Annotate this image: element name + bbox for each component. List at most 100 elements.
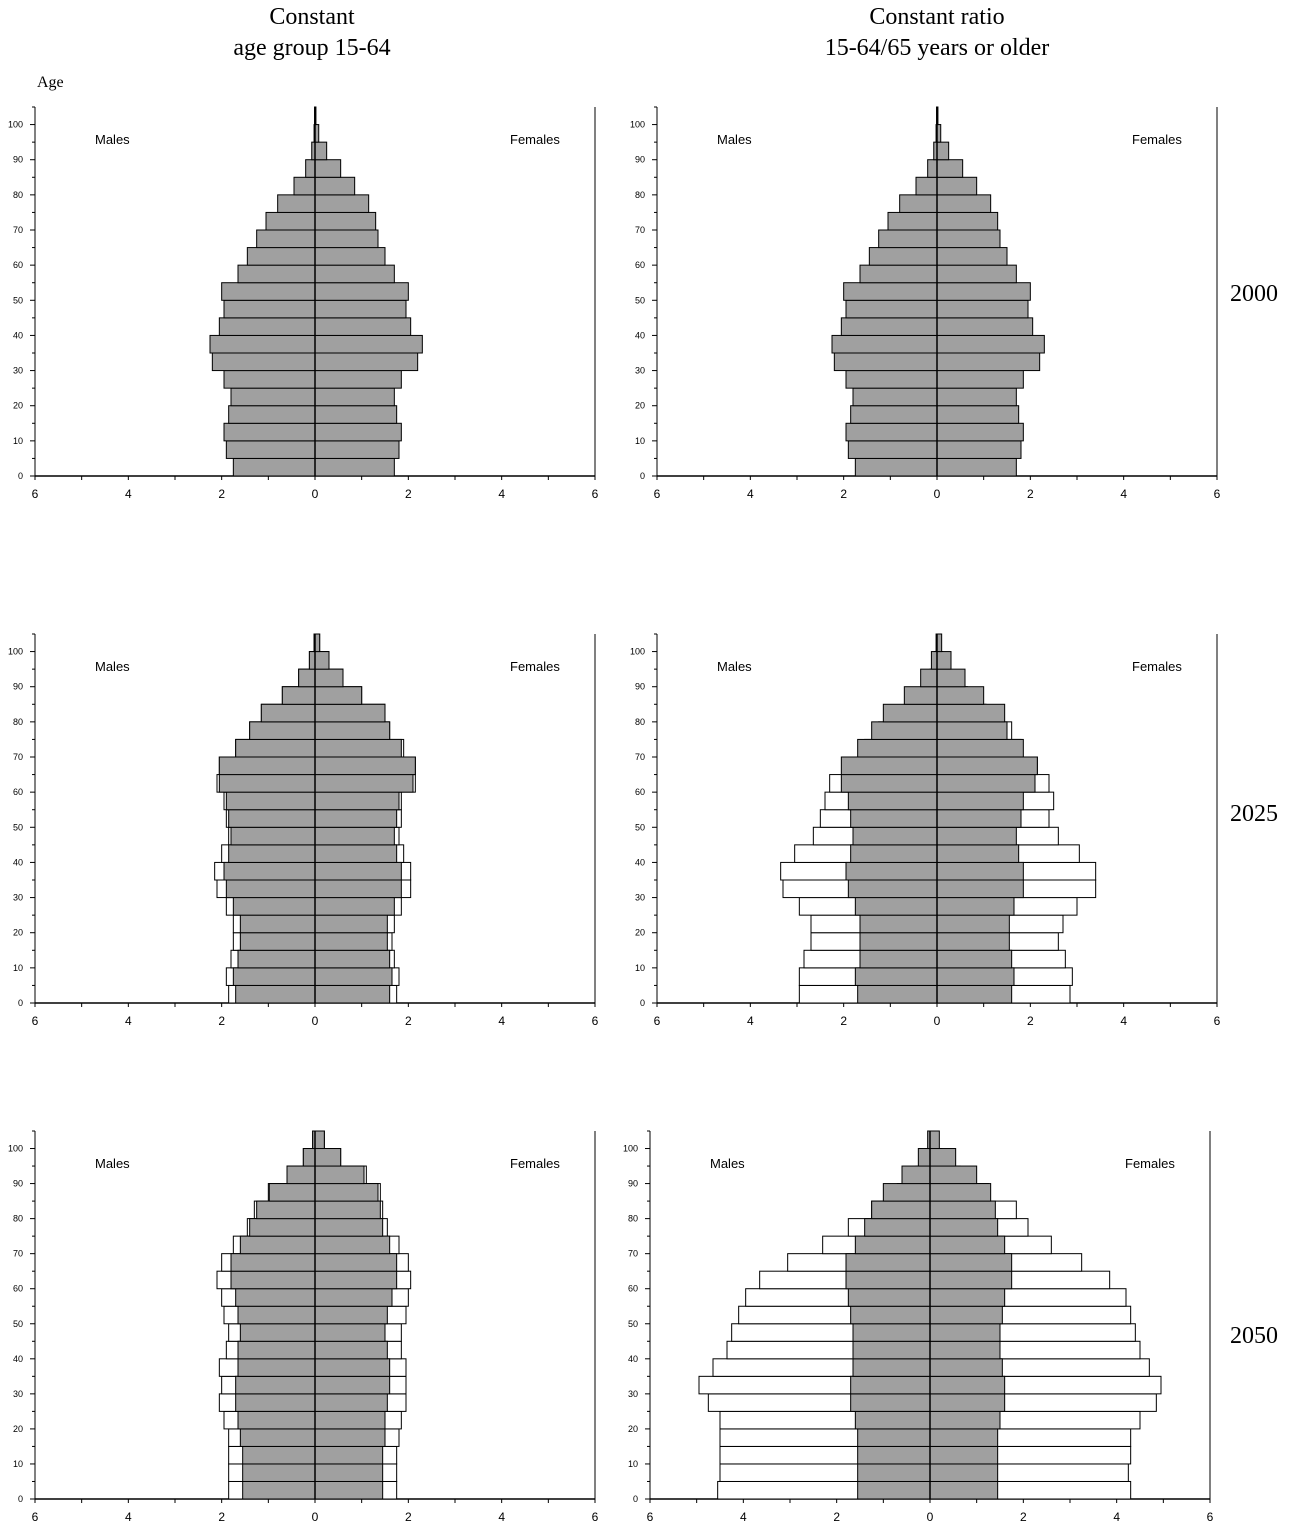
x-tick-label: 2 <box>1027 1014 1034 1028</box>
x-tick-label: 6 <box>592 1510 599 1524</box>
female-bar <box>314 826 395 846</box>
x-tick-label: 4 <box>498 487 505 501</box>
y-tick-label: 20 <box>13 928 23 938</box>
female-bar <box>929 1410 1001 1430</box>
male-bar <box>221 282 316 301</box>
y-tick-label: 50 <box>628 1319 638 1329</box>
male-bar <box>833 352 938 372</box>
female-bar <box>929 1235 1006 1255</box>
male-bar <box>847 1288 931 1307</box>
male-bar <box>845 299 938 319</box>
male-bar <box>218 774 316 793</box>
female-bar <box>314 334 423 354</box>
female-bar <box>314 703 386 723</box>
male-bar <box>859 932 938 951</box>
y-tick-label: 80 <box>13 190 23 200</box>
y-tick-label: 70 <box>635 752 645 762</box>
female-bar <box>314 897 395 916</box>
male-bar <box>852 1323 931 1342</box>
y-tick-label: 80 <box>628 1214 638 1224</box>
female-bar <box>936 264 1017 284</box>
x-tick-label: 2 <box>405 487 412 501</box>
female-bar <box>936 668 966 688</box>
year-label-2025: 2025 <box>1230 801 1278 827</box>
male-bar <box>859 914 938 934</box>
male-bar <box>249 721 316 740</box>
male-bar <box>850 1393 931 1412</box>
x-tick-label: 6 <box>1207 1510 1214 1524</box>
x-tick-label: 6 <box>32 1014 39 1028</box>
male-bar <box>850 844 938 863</box>
y-tick-label: 100 <box>623 1144 638 1154</box>
year-label-2000: 2000 <box>1230 281 1278 307</box>
x-tick-label: 0 <box>927 1510 934 1524</box>
x-tick-label: 0 <box>934 487 941 501</box>
female-bar <box>936 861 1024 881</box>
female-bar <box>936 176 978 196</box>
female-bar <box>929 1253 1013 1272</box>
male-bar <box>230 1270 316 1290</box>
male-bar <box>847 440 938 459</box>
male-bar <box>256 1200 316 1220</box>
female-bar <box>314 1270 398 1290</box>
x-tick-label: 6 <box>592 1014 599 1028</box>
males-label: Males <box>95 659 130 674</box>
female-bar <box>929 1340 1001 1360</box>
female-bar <box>314 387 395 407</box>
male-bar <box>857 1428 931 1447</box>
x-tick-label: 6 <box>32 1510 39 1524</box>
left-column-title-line-2: age group 15-64 <box>233 35 391 61</box>
female-bar <box>929 1218 999 1237</box>
female-bar <box>936 440 1022 459</box>
female-bar <box>314 1218 384 1237</box>
female-bar <box>314 1410 386 1430</box>
female-bar <box>936 791 1024 811</box>
male-bar <box>917 1148 931 1167</box>
x-tick-label: 6 <box>1214 487 1221 501</box>
y-tick-label: 10 <box>13 963 23 973</box>
y-tick-label: 90 <box>635 155 645 165</box>
x-tick-label: 2 <box>218 487 225 501</box>
female-bar <box>314 282 409 301</box>
female-bar <box>314 370 402 389</box>
male-bar <box>852 387 938 407</box>
y-tick-label: 70 <box>13 225 23 235</box>
y-tick-label: 60 <box>628 1284 638 1294</box>
male-bar <box>218 317 316 336</box>
female-bar <box>936 422 1024 442</box>
female-bar <box>314 247 386 266</box>
y-tick-label: 70 <box>13 1249 23 1259</box>
female-bar <box>929 1463 999 1482</box>
female-bar <box>314 879 402 899</box>
male-bar <box>901 1165 931 1185</box>
x-tick-label: 0 <box>312 1014 319 1028</box>
male-bar <box>850 1375 931 1395</box>
female-bar <box>314 194 370 213</box>
male-bar <box>859 949 938 969</box>
male-bar <box>232 897 316 916</box>
male-bar <box>871 721 938 740</box>
male-bar <box>239 1428 316 1447</box>
y-tick-label: 50 <box>13 1319 23 1329</box>
male-bar <box>927 159 938 178</box>
female-bar <box>314 1393 388 1412</box>
x-tick-label: 4 <box>747 487 754 501</box>
male-bar <box>235 1375 316 1395</box>
female-bar <box>936 844 1020 863</box>
female-bar <box>314 1130 325 1150</box>
male-bar <box>223 370 316 389</box>
female-bar <box>936 984 1013 1004</box>
male-bar <box>218 756 316 776</box>
female-bar <box>929 1393 1006 1412</box>
male-bar <box>840 756 938 776</box>
male-bar <box>308 651 316 670</box>
male-bar <box>235 1288 316 1307</box>
female-bar <box>936 141 950 161</box>
y-tick-label: 40 <box>13 857 23 867</box>
male-bar <box>228 405 316 424</box>
male-bar <box>232 967 316 986</box>
x-tick-label: 2 <box>840 487 847 501</box>
male-bar <box>249 1218 316 1237</box>
female-bar <box>936 897 1015 916</box>
female-bar <box>936 686 985 705</box>
